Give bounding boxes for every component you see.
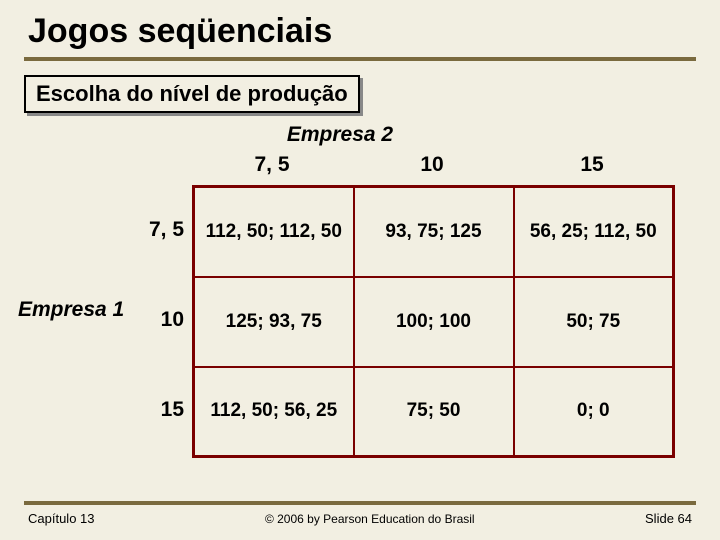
payoff-cell: 125; 93, 75 xyxy=(194,277,354,367)
payoff-cell: 93, 75; 125 xyxy=(354,187,514,277)
col-player-label: Empresa 2 xyxy=(240,123,440,147)
page-title: Jogos seqüenciais xyxy=(0,0,720,57)
col-header-1: 10 xyxy=(352,153,512,183)
footer-center: © 2006 by Pearson Education do Brasil xyxy=(265,512,475,526)
game-matrix: Empresa 2 7, 5 10 15 Empresa 1 7, 5 10 1… xyxy=(0,123,720,183)
col-headers: 7, 5 10 15 xyxy=(192,153,720,183)
subtitle-box: Escolha do nível de produção xyxy=(24,75,360,113)
row-header-1: 10 xyxy=(138,275,184,365)
payoff-cell: 112, 50; 112, 50 xyxy=(194,187,354,277)
payoff-cell: 50; 75 xyxy=(514,277,674,367)
row-headers: 7, 5 10 15 xyxy=(138,185,184,455)
payoff-cell: 112, 50; 56, 25 xyxy=(194,367,354,457)
table-row: 112, 50; 112, 50 93, 75; 125 56, 25; 112… xyxy=(194,187,674,277)
col-header-2: 15 xyxy=(512,153,672,183)
payoff-cell: 100; 100 xyxy=(354,277,514,367)
table-row: 112, 50; 56, 25 75; 50 0; 0 xyxy=(194,367,674,457)
payoff-cell: 56, 25; 112, 50 xyxy=(514,187,674,277)
payoff-table: 112, 50; 112, 50 93, 75; 125 56, 25; 112… xyxy=(192,185,675,458)
row-player-label: Empresa 1 xyxy=(18,298,124,322)
col-header-0: 7, 5 xyxy=(192,153,352,183)
row-header-2: 15 xyxy=(138,365,184,455)
footer-left: Capítulo 13 xyxy=(28,511,95,526)
footer-right: Slide 64 xyxy=(645,511,692,526)
table-row: 125; 93, 75 100; 100 50; 75 xyxy=(194,277,674,367)
row-header-0: 7, 5 xyxy=(138,185,184,275)
footer-underline xyxy=(24,501,696,505)
footer: Capítulo 13 © 2006 by Pearson Education … xyxy=(0,501,720,526)
payoff-cell: 75; 50 xyxy=(354,367,514,457)
payoff-cell: 0; 0 xyxy=(514,367,674,457)
title-underline xyxy=(24,57,696,61)
